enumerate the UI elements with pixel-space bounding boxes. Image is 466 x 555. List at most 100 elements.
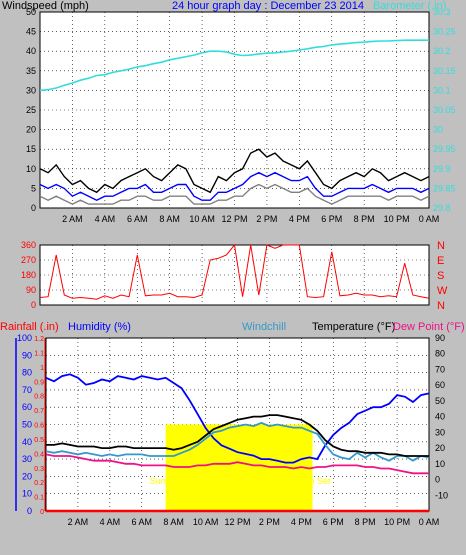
temp-time-label: 12 PM — [224, 517, 250, 527]
direction-tick-label: 0 — [31, 300, 36, 310]
compass-label: W — [437, 285, 448, 297]
direction-tick-label: 180 — [21, 270, 36, 280]
barometer-minor-tick-label: 30.25 — [433, 27, 456, 37]
wind-time-label: 6 PM — [321, 214, 342, 224]
wind-time-label: 10 AM — [189, 214, 215, 224]
wind-series-windspeed-avg — [39, 171, 430, 201]
compass-label: E — [437, 255, 444, 267]
barometer-tick-label: 30.2 — [433, 46, 451, 56]
temp-series-humidity — [45, 373, 430, 464]
rainfall-tick-label: 1.1 — [34, 350, 44, 357]
temp-time-label: 6 PM — [323, 517, 344, 527]
wind-time-label: 12 PM — [221, 214, 247, 224]
temp-time-label: 8 PM — [355, 517, 376, 527]
wind-tick-label: 40 — [26, 46, 36, 56]
dewpoint-legend: Dew Point (°F) — [393, 321, 465, 333]
wind-tick-label: 15 — [26, 144, 36, 154]
axis-labels: 0510152025303540455029.829.93030.130.230… — [17, 7, 456, 527]
direction-tick-label: 360 — [21, 240, 36, 250]
humidity-tick-label: 0 — [27, 506, 32, 516]
wind-tick-label: 10 — [26, 164, 36, 174]
temp-time-label: 10 AM — [193, 517, 219, 527]
wind-time-label: 4 AM — [95, 214, 116, 224]
barometer-tick-label: 29.9 — [433, 164, 451, 174]
barometer-minor-tick-label: 29.85 — [433, 183, 456, 193]
temp-series-windchill — [45, 421, 430, 462]
barometer-minor-tick-label: 29.95 — [433, 144, 456, 154]
wind-time-label: 2 AM — [62, 214, 83, 224]
temperature-tick-label: -10 — [435, 490, 448, 500]
temperature-axis-title: Temperature (°F) — [312, 321, 395, 333]
rainfall-tick-label: 0.4 — [34, 451, 44, 458]
temperature-tick-label: 40 — [435, 412, 445, 422]
temperature-tick-label: 0 — [435, 475, 440, 485]
barometer-tick-label: 30 — [433, 125, 443, 135]
wind-tick-label: 5 — [31, 183, 36, 193]
chart-title: 24 hour graph day : December 23 2014 — [172, 0, 364, 12]
wind-tick-label: 45 — [26, 27, 36, 37]
direction-tick-label: 270 — [21, 255, 36, 265]
humidity-tick-label: 50 — [22, 420, 32, 430]
humidity-tick-label: 60 — [22, 402, 32, 412]
temp-time-label: 10 PM — [384, 517, 410, 527]
wind-series-windspeed-gust — [39, 148, 430, 194]
rainfall-tick-label: 0.2 — [34, 480, 44, 487]
wind-series-windspeed-low — [39, 183, 430, 205]
wind-tick-label: 35 — [26, 66, 36, 76]
barometer-minor-tick-label: 30.15 — [433, 66, 456, 76]
temp-series-temperature — [46, 414, 429, 457]
rainfall-tick-label: 0.3 — [34, 466, 44, 473]
temperature-tick-label: 80 — [435, 349, 445, 359]
rainfall-tick-label: 0.7 — [34, 408, 44, 415]
humidity-tick-label: 20 — [22, 471, 32, 481]
rainfall-tick-label: 1.2 — [34, 336, 44, 343]
wind-axis-title: Windspeed (mph) — [2, 0, 89, 12]
temp-series-dew-point — [45, 453, 429, 475]
temperature-tick-label: 10 — [435, 459, 445, 469]
wind-tick-label: 30 — [26, 85, 36, 95]
direction-series — [39, 243, 430, 300]
rainfall-axis-title: Rainfall (.in) — [0, 321, 59, 333]
temp-time-label: 4 PM — [291, 517, 312, 527]
rainfall-tick-label: 0.5 — [34, 437, 44, 444]
temperature-tick-label: 60 — [435, 380, 445, 390]
humidity-axis-title: Humidity (%) — [68, 321, 131, 333]
temp-time-label: 0 AM — [419, 517, 440, 527]
wind-tick-label: 20 — [26, 125, 36, 135]
windchill-legend: Windchill — [242, 321, 286, 333]
rainfall-tick-label: 1 — [40, 365, 44, 372]
compass-label: N — [437, 300, 445, 312]
wind-tick-label: 50 — [26, 7, 36, 17]
temperature-tick-label: 30 — [435, 427, 445, 437]
humidity-tick-label: 70 — [22, 385, 32, 395]
temp-time-label: 6 AM — [131, 517, 152, 527]
chart-marks — [39, 39, 430, 513]
wind-time-label: 8 AM — [159, 214, 180, 224]
sunset-annotation: Sun Set — [299, 476, 332, 486]
wind-time-label: 6 AM — [127, 214, 148, 224]
wind-tick-label: 0 — [31, 203, 36, 213]
wind-time-label: 10 PM — [384, 214, 410, 224]
humidity-tick-label: 80 — [22, 368, 32, 378]
sunrise-annotation: Sun Rise — [150, 476, 187, 486]
temp-time-label: 4 AM — [100, 517, 121, 527]
rainfall-tick-label: 0.6 — [34, 423, 44, 430]
humidity-tick-label: 90 — [22, 350, 32, 360]
temp-time-label: 2 PM — [259, 517, 280, 527]
temperature-tick-label: 70 — [435, 364, 445, 374]
rainfall-tick-label: 0.8 — [34, 394, 44, 401]
compass-label: N — [437, 240, 445, 252]
rainfall-tick-label: 0 — [40, 509, 44, 516]
temp-time-label: 8 AM — [163, 517, 184, 527]
rainfall-tick-label: 0.9 — [34, 379, 44, 386]
humidity-tick-label: 100 — [17, 333, 32, 343]
wind-tick-label: 25 — [26, 105, 36, 115]
wind-time-label: 2 PM — [256, 214, 277, 224]
barometer-tick-label: 29.8 — [433, 203, 451, 213]
barometer-minor-tick-label: 30.05 — [433, 105, 456, 115]
wind-time-label: 4 PM — [289, 214, 310, 224]
barometer-axis-title: Barometer (.in) — [373, 0, 446, 12]
temp-time-label: 2 AM — [68, 517, 89, 527]
